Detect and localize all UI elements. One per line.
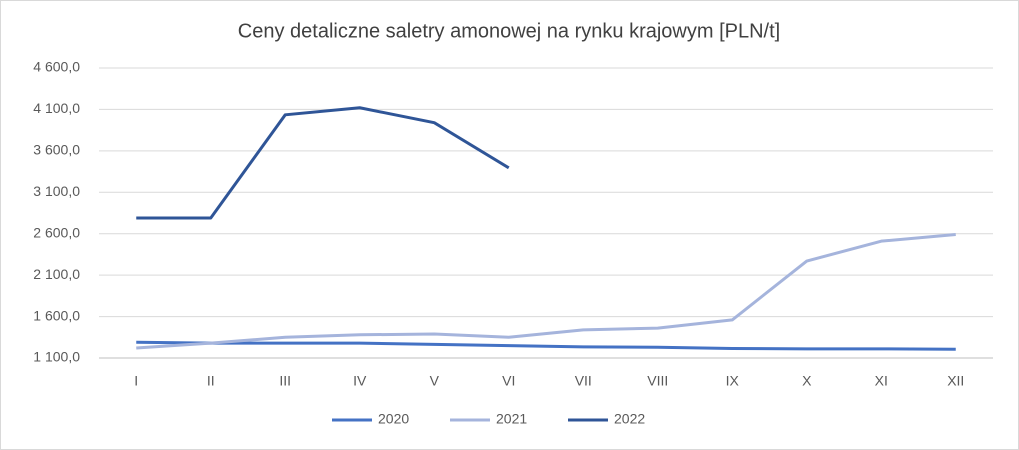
y-tick-label: 3 600,0: [33, 142, 80, 158]
x-tick-label: I: [134, 373, 138, 389]
legend-label: 2021: [496, 411, 527, 427]
x-tick-label: VIII: [647, 373, 668, 389]
chart-title: Ceny detaliczne saletry amonowej na rynk…: [238, 20, 780, 42]
y-tick-label: 4 600,0: [33, 59, 80, 75]
legend-label: 2020: [378, 411, 409, 427]
x-tick-label: III: [279, 373, 291, 389]
y-tick-label: 3 100,0: [33, 183, 80, 199]
x-tick-label: V: [430, 373, 440, 389]
y-tick-label: 1 600,0: [33, 307, 80, 323]
y-tick-label: 1 100,0: [33, 349, 80, 365]
series-line: [136, 340, 956, 351]
x-tick-label: XI: [875, 373, 888, 389]
y-tick-label: 2 600,0: [33, 224, 80, 240]
series-line: [136, 106, 510, 220]
legend-label: 2022: [614, 411, 645, 427]
y-tick-label: 2 100,0: [33, 266, 80, 282]
series-line: [136, 233, 956, 350]
x-tick-label: IV: [353, 373, 367, 389]
x-tick-label: IX: [726, 373, 740, 389]
y-tick-label: 4 100,0: [33, 100, 80, 116]
x-tick-label: VI: [502, 373, 515, 389]
x-tick-label: XII: [947, 373, 964, 389]
x-tick-label: VII: [575, 373, 592, 389]
x-tick-label: II: [207, 373, 215, 389]
x-tick-label: X: [802, 373, 812, 389]
